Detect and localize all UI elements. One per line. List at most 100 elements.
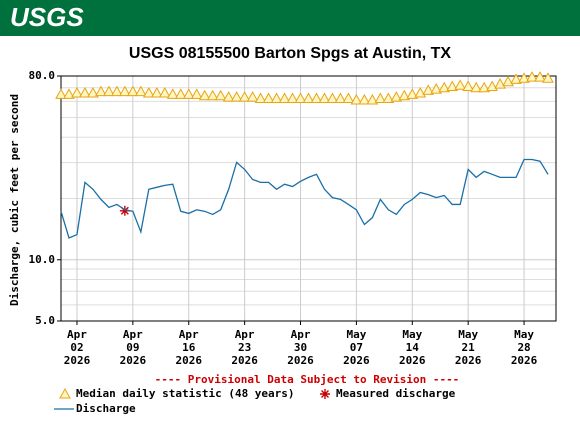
legend-symbol [59, 387, 71, 399]
median-marker [119, 85, 131, 97]
median-marker [358, 93, 371, 105]
legend-label: Discharge [76, 402, 136, 415]
x-tick-label: 23 [238, 341, 251, 354]
median-marker [111, 85, 123, 97]
median-marker [470, 81, 483, 93]
median-marker [134, 85, 147, 97]
median-marker [310, 92, 323, 104]
median-marker [278, 92, 291, 104]
median-marker [422, 84, 435, 95]
legend-label: Measured discharge [336, 387, 456, 400]
median-marker [406, 88, 419, 99]
median-marker [294, 92, 307, 104]
median-marker [206, 89, 219, 101]
median-marker [214, 89, 227, 101]
median-marker [150, 86, 163, 98]
x-tick-label: Apr [235, 328, 255, 341]
median-marker [438, 81, 451, 93]
median-marker [542, 72, 554, 83]
median-marker [334, 92, 347, 104]
measured-marker [119, 205, 130, 216]
median-marker [382, 92, 395, 104]
median-marker [462, 80, 475, 92]
median-marker [270, 92, 283, 104]
median-marker [79, 86, 91, 98]
median-marker [446, 80, 459, 92]
y-axis-label: Discharge, cubic feet per second [8, 94, 21, 306]
median-marker [182, 88, 195, 99]
median-marker [398, 89, 411, 101]
legend-symbol [320, 389, 330, 399]
median-marker [342, 92, 355, 104]
x-tick-label: 2026 [455, 354, 482, 367]
median-marker [127, 85, 139, 97]
median-marker [286, 92, 299, 104]
provisional-note: ---- Provisional Data Subject to Revisio… [155, 373, 460, 386]
median-marker [158, 86, 171, 98]
median-marker [526, 71, 538, 82]
legend-label: Median daily statistic (48 years) [76, 387, 295, 400]
x-tick-label: May [458, 328, 478, 341]
x-tick-label: 2026 [64, 354, 91, 367]
median-marker [222, 91, 235, 102]
logo: USGS [10, 2, 84, 32]
median-marker [510, 73, 522, 84]
x-tick-label: 2026 [175, 354, 202, 367]
chart-title: USGS 08155500 Barton Spgs at Austin, TX [129, 45, 452, 62]
median-marker [174, 88, 187, 99]
median-marker [478, 81, 490, 93]
x-tick-label: 2026 [287, 354, 314, 367]
median-marker [374, 92, 387, 104]
median-marker [95, 85, 107, 97]
median-marker [534, 71, 546, 82]
x-tick-label: 30 [294, 341, 307, 354]
median-marker [238, 91, 251, 102]
median-marker [318, 92, 331, 104]
median-marker [230, 91, 243, 102]
median-marker [262, 92, 275, 104]
x-tick-label: May [346, 328, 366, 341]
x-tick-label: Apr [67, 328, 87, 341]
x-tick-label: 28 [517, 341, 530, 354]
median-marker [103, 85, 115, 97]
median-marker [430, 83, 443, 94]
y-tick-label: 80.0 [29, 69, 56, 82]
median-marker [198, 89, 211, 101]
x-tick-label: 2026 [231, 354, 258, 367]
x-tick-label: Apr [179, 328, 199, 341]
x-tick-label: Apr [291, 328, 311, 341]
x-tick-label: 09 [126, 341, 139, 354]
median-marker [190, 88, 203, 99]
x-tick-label: 2026 [399, 354, 426, 367]
x-tick-label: 02 [70, 341, 83, 354]
x-tick-label: Apr [123, 328, 143, 341]
x-tick-label: 2026 [343, 354, 370, 367]
median-marker [390, 91, 403, 102]
x-tick-label: 07 [350, 341, 363, 354]
plot-frame [60, 75, 557, 322]
x-tick-label: 2026 [120, 354, 147, 367]
header-bar [0, 0, 580, 36]
median-marker [454, 79, 467, 90]
median-marker [518, 72, 530, 83]
x-tick-label: 14 [406, 341, 420, 354]
median-marker [326, 92, 339, 104]
x-tick-label: 2026 [511, 354, 538, 367]
median-marker [246, 91, 259, 102]
median-marker [142, 86, 155, 98]
median-marker [166, 88, 179, 99]
median-marker [254, 92, 267, 104]
x-tick-label: 21 [462, 341, 476, 354]
y-tick-label: 5.0 [35, 314, 55, 327]
x-tick-label: May [402, 328, 422, 341]
median-marker [350, 93, 363, 105]
y-tick-label: 10.0 [29, 253, 56, 266]
x-tick-label: May [514, 328, 534, 341]
median-marker [87, 86, 99, 98]
median-marker [55, 88, 67, 99]
median-marker [71, 86, 83, 98]
x-tick-label: 16 [182, 341, 196, 354]
median-marker [63, 88, 75, 99]
